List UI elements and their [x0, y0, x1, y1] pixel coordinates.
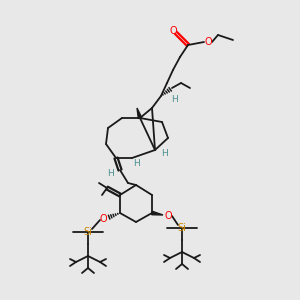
Text: Si: Si [178, 223, 186, 233]
Text: O: O [164, 211, 172, 221]
Text: Si: Si [84, 227, 92, 237]
Text: H: H [162, 148, 168, 158]
Text: O: O [204, 37, 212, 47]
Text: O: O [99, 214, 107, 224]
Text: H: H [171, 94, 177, 103]
Text: H: H [134, 158, 140, 167]
Text: H: H [106, 169, 113, 178]
Polygon shape [137, 108, 142, 119]
Text: O: O [169, 26, 177, 36]
Polygon shape [152, 211, 163, 215]
